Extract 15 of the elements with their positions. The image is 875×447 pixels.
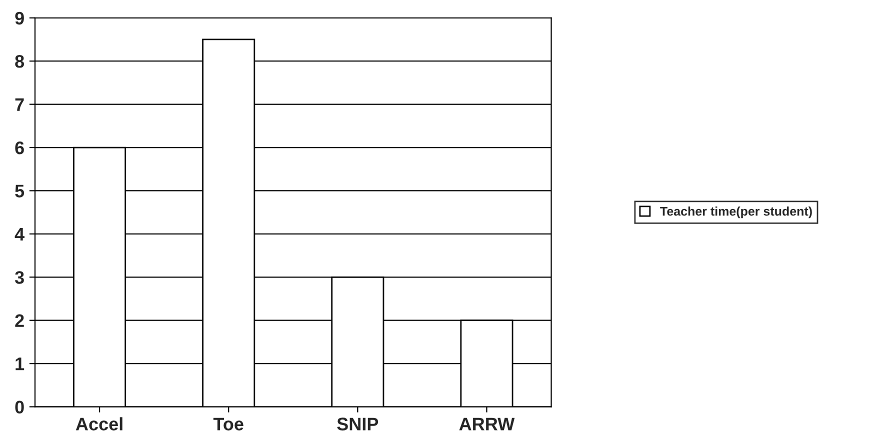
y-tick-label: 7 (15, 98, 24, 111)
x-tick-label: Toe (213, 418, 244, 430)
x-tick-label: Accel (76, 417, 122, 430)
y-tick-label: 4 (14, 228, 24, 240)
x-tick-label: SNIP (337, 418, 378, 430)
y-tick-label: 0 (15, 400, 24, 414)
y-tick-label: 1 (16, 358, 24, 370)
y-tick-label: 8 (15, 55, 24, 68)
legend-label: Teacher time(per student) (660, 206, 812, 218)
y-tick-label: 9 (15, 12, 24, 25)
y-tick-label: 5 (15, 184, 24, 198)
y-tick-label: 2 (15, 314, 24, 327)
y-tick-label: 6 (15, 141, 24, 154)
y-tick-label: 3 (14, 271, 24, 284)
x-tick-label: ARRW (459, 418, 515, 430)
